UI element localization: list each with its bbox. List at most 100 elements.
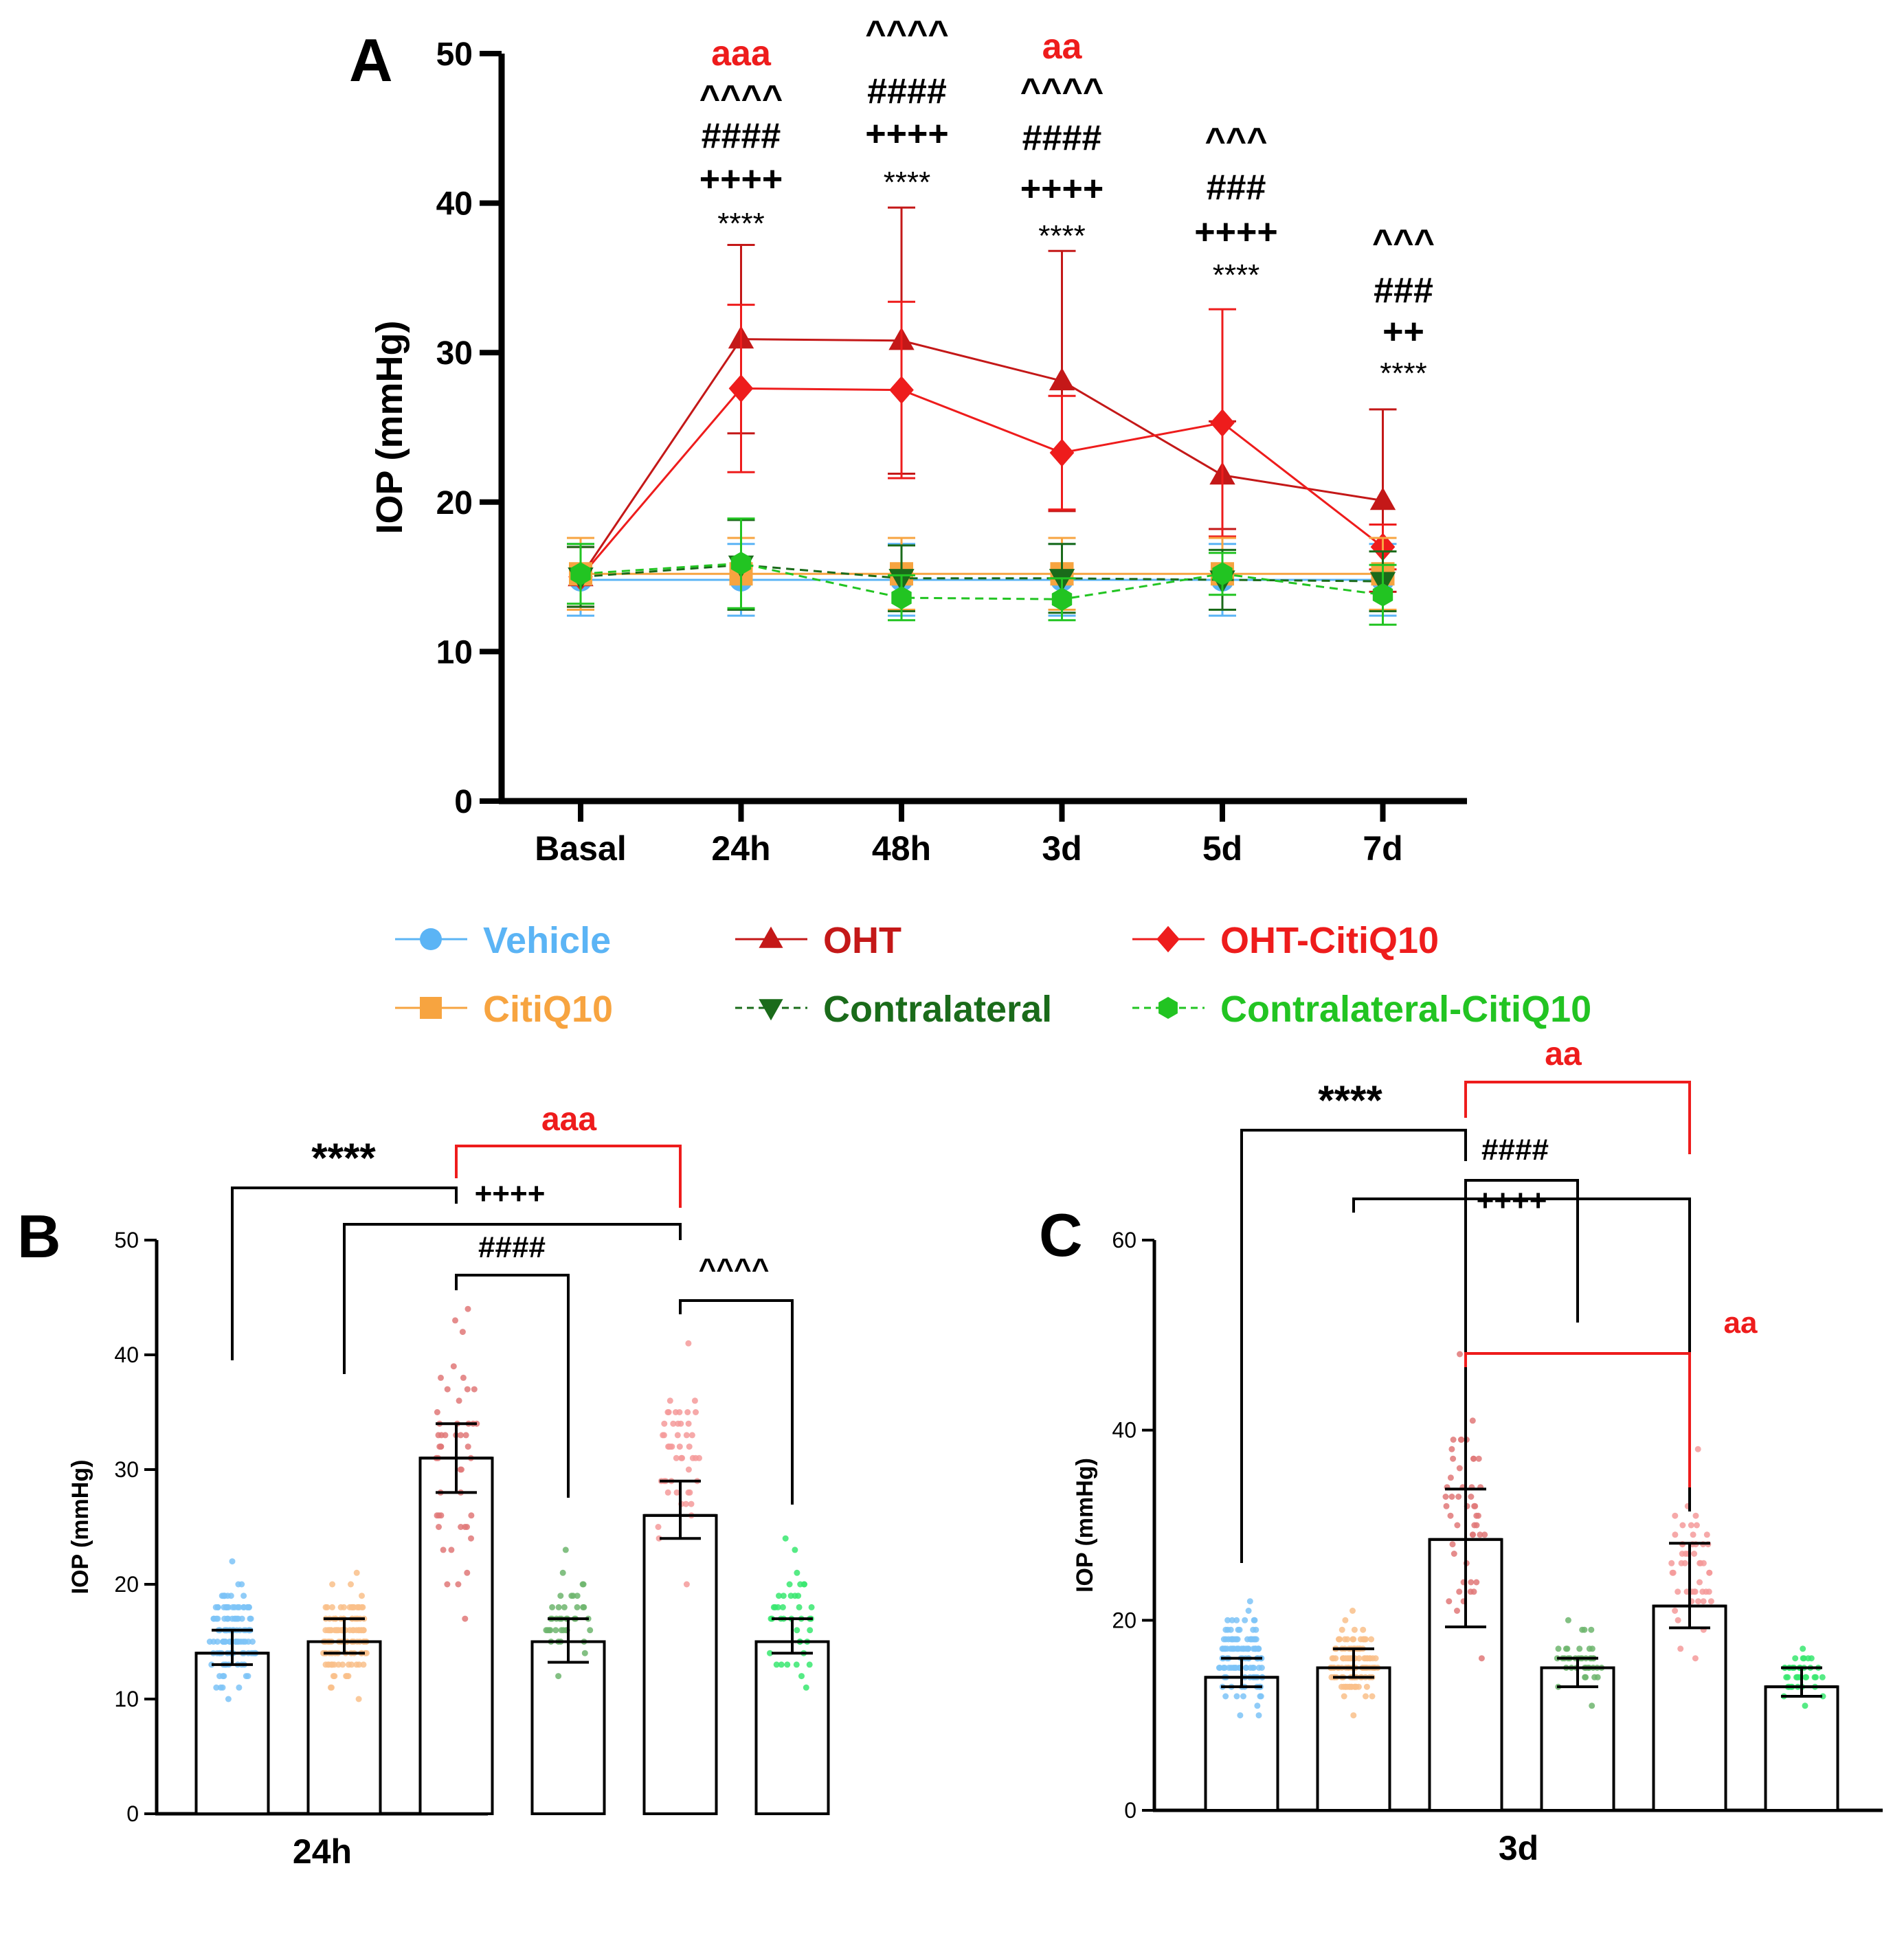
significance-label: ^^^^	[699, 1252, 770, 1286]
data-dot	[1672, 1531, 1679, 1538]
data-dot	[678, 1454, 685, 1461]
data-dot	[462, 1615, 469, 1622]
data-dot	[221, 1604, 227, 1610]
data-dot	[246, 1604, 252, 1610]
data-dot	[229, 1558, 236, 1565]
significance-label: aa	[1042, 27, 1083, 67]
series-line	[580, 563, 1383, 583]
data-dot	[767, 1650, 773, 1656]
data-dot	[1677, 1645, 1684, 1652]
data-dot	[1222, 1693, 1229, 1700]
bar-vehicle	[194, 1652, 270, 1815]
bar-oht_citiq10	[1652, 1604, 1727, 1812]
data-dot	[568, 1593, 575, 1599]
data-dot	[1360, 1636, 1367, 1643]
data-dot	[795, 1593, 802, 1599]
data-dot	[450, 1363, 457, 1370]
data-dot	[1795, 1674, 1801, 1680]
data-dot	[240, 1639, 247, 1645]
dots-citiq10	[320, 1569, 370, 1702]
data-dot	[552, 1627, 559, 1634]
data-dot	[1367, 1655, 1374, 1662]
data-dot	[562, 1547, 569, 1553]
data-dot	[574, 1604, 581, 1610]
legend-label: Contralateral-CitiQ10	[1220, 989, 1591, 1030]
significance-label: ++++	[1020, 169, 1104, 209]
data-dot	[464, 1305, 471, 1312]
data-dot	[1369, 1693, 1376, 1700]
data-dot	[355, 1696, 362, 1702]
dots-contralateral	[1554, 1617, 1605, 1709]
y-tick-label: 20	[114, 1572, 139, 1597]
data-dot	[685, 1489, 692, 1496]
significance-label: ****	[1213, 258, 1260, 292]
legend-marker	[759, 926, 783, 948]
data-dot	[1341, 1693, 1347, 1700]
data-dot	[1468, 1494, 1475, 1500]
data-dot	[1470, 1531, 1476, 1538]
significance-label: ####	[1022, 118, 1102, 158]
data-dot	[331, 1673, 338, 1680]
data-dot	[329, 1604, 335, 1610]
comparison-bracket: aa	[1464, 1306, 1758, 1487]
data-dot	[1591, 1674, 1598, 1680]
bracket-line	[1464, 1081, 1691, 1154]
data-dot	[560, 1627, 567, 1634]
data-dot	[240, 1604, 247, 1610]
comparison-bracket: ****	[231, 1135, 458, 1360]
data-dot	[688, 1432, 695, 1439]
y-tick-label: 40	[114, 1342, 139, 1367]
data-dot	[676, 1443, 683, 1450]
data-dot	[1362, 1655, 1369, 1662]
data-dot	[444, 1581, 451, 1588]
data-dot	[1672, 1512, 1679, 1519]
data-dot	[324, 1604, 331, 1610]
data-dot	[247, 1615, 254, 1622]
y-tick-label: 50	[436, 36, 473, 73]
data-dot	[1473, 1579, 1480, 1586]
data-dot	[1447, 1512, 1454, 1519]
y-tick-label: 60	[1112, 1228, 1136, 1252]
data-dot	[685, 1340, 692, 1347]
data-dot	[348, 1581, 354, 1588]
significance-label: aa	[1724, 1306, 1758, 1340]
data-dot	[557, 1593, 564, 1599]
data-dot	[1582, 1674, 1589, 1680]
legend-label: Vehicle	[483, 920, 611, 961]
data-dot	[464, 1569, 471, 1576]
data-dot	[455, 1581, 462, 1588]
comparison-bracket: ^^^^	[679, 1252, 794, 1505]
bracket-line	[1352, 1197, 1691, 1511]
dots-vehicle	[1216, 1598, 1266, 1719]
data-dot	[1588, 1626, 1595, 1633]
data-dot	[1456, 1588, 1463, 1595]
legend: Vehicle OHT OHT-CitiQ10 CitiQ10 Contralatera…	[395, 920, 1591, 1030]
y-tick-label: 40	[436, 186, 473, 223]
dots-oht	[1442, 1351, 1488, 1662]
data-dot	[1363, 1693, 1369, 1700]
data-dot	[462, 1524, 469, 1530]
data-dot	[221, 1593, 227, 1599]
data-dot	[1475, 1455, 1482, 1462]
significance-label: ^^^^	[1020, 71, 1104, 111]
data-dot	[1675, 1588, 1681, 1595]
significance-label: ####	[867, 71, 947, 111]
comparison-bracket: ++++	[343, 1177, 682, 1374]
legend-marker	[1158, 997, 1178, 1019]
y-axis-title: IOP (mmHg)	[369, 320, 410, 534]
data-dot	[1691, 1551, 1698, 1557]
x-axis-title: 24h	[293, 1832, 352, 1871]
data-dot	[1254, 1702, 1261, 1709]
data-dot	[1240, 1693, 1246, 1700]
y-tick-label: 30	[114, 1457, 139, 1482]
data-dot	[655, 1524, 662, 1530]
data-dot	[349, 1627, 356, 1634]
data-dot	[1344, 1636, 1351, 1643]
bar-contralateral_citiq10	[1764, 1685, 1839, 1812]
data-dot	[440, 1547, 447, 1553]
data-dot	[794, 1569, 800, 1576]
data-dot	[786, 1581, 793, 1588]
data-dot	[1258, 1665, 1265, 1671]
data-dot	[1707, 1598, 1714, 1605]
significance-label: ++++	[1477, 1184, 1547, 1217]
